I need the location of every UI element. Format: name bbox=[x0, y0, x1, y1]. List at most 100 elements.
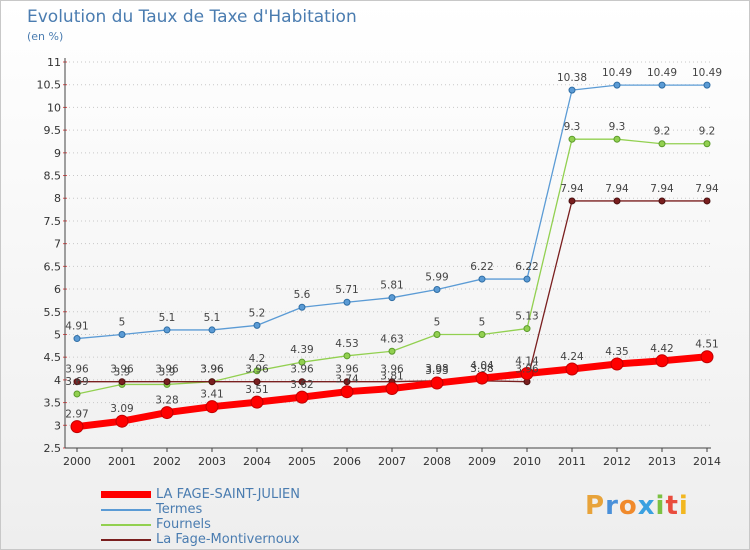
data-point bbox=[298, 378, 306, 386]
data-label: 10.49 bbox=[692, 67, 722, 79]
data-label: 3.96 bbox=[245, 364, 269, 376]
data-label: 10.49 bbox=[602, 67, 632, 79]
data-point bbox=[523, 325, 531, 333]
y-tick-label: 7.5 bbox=[44, 215, 62, 228]
data-label: 5 bbox=[119, 316, 126, 328]
data-point bbox=[565, 362, 579, 376]
data-label: 4.42 bbox=[650, 343, 673, 355]
legend-label: LA FAGE-SAINT-JULIEN bbox=[156, 487, 300, 502]
data-point bbox=[340, 385, 354, 399]
data-label: 4.2 bbox=[249, 353, 266, 365]
data-point bbox=[433, 330, 441, 338]
data-point bbox=[478, 330, 486, 338]
data-label: 3.96 bbox=[65, 364, 89, 376]
data-label: 4.04 bbox=[470, 360, 494, 372]
data-label: 5.99 bbox=[425, 272, 448, 284]
data-point bbox=[655, 354, 669, 368]
data-point bbox=[115, 414, 129, 428]
data-label: 5.71 bbox=[335, 284, 358, 296]
y-tick-label: 3.5 bbox=[44, 397, 62, 410]
data-label: 3.96 bbox=[155, 364, 179, 376]
data-label: 9.3 bbox=[609, 121, 626, 133]
data-label: 5.13 bbox=[515, 311, 538, 323]
data-label: 5.2 bbox=[249, 307, 266, 319]
y-tick-label: 4.5 bbox=[44, 351, 62, 364]
data-label: 3.81 bbox=[380, 371, 403, 383]
data-point bbox=[385, 382, 399, 396]
data-point bbox=[73, 335, 81, 343]
x-tick-label: 2000 bbox=[63, 455, 91, 468]
data-label: 3.96 bbox=[380, 364, 404, 376]
data-point bbox=[343, 298, 351, 306]
y-tick-label: 5.5 bbox=[44, 306, 62, 319]
data-label: 4.35 bbox=[605, 346, 628, 358]
data-label: 9.2 bbox=[699, 126, 716, 138]
data-label: 3.62 bbox=[290, 379, 313, 391]
series-lines bbox=[70, 81, 714, 434]
data-label: 3.96 bbox=[290, 364, 314, 376]
data-label: 9.3 bbox=[564, 121, 581, 133]
y-tick-label: 5 bbox=[54, 328, 61, 341]
data-label: 4.51 bbox=[695, 339, 718, 351]
x-tick-label: 2010 bbox=[513, 455, 541, 468]
data-label: 10.49 bbox=[647, 67, 677, 79]
data-label: 7.94 bbox=[650, 183, 674, 195]
data-point bbox=[568, 135, 576, 143]
data-label: 4.63 bbox=[380, 333, 403, 345]
legend-swatch bbox=[101, 538, 151, 541]
data-point bbox=[703, 197, 711, 205]
data-point bbox=[475, 371, 489, 385]
y-tick-label: 10.5 bbox=[37, 79, 62, 92]
data-point bbox=[613, 135, 621, 143]
x-tick-label: 2001 bbox=[108, 455, 136, 468]
data-point bbox=[298, 358, 306, 366]
x-tick-label: 2011 bbox=[558, 455, 586, 468]
x-tick-label: 2006 bbox=[333, 455, 361, 468]
data-label: 5.81 bbox=[380, 280, 403, 292]
data-point bbox=[118, 378, 126, 386]
data-label: 3.96 bbox=[200, 364, 224, 376]
data-label: 3.09 bbox=[110, 403, 133, 415]
data-point bbox=[658, 197, 666, 205]
y-tick-label: 6 bbox=[54, 283, 61, 296]
data-point bbox=[388, 347, 396, 355]
legend-swatch bbox=[101, 523, 151, 526]
y-tick-label: 7 bbox=[54, 238, 61, 251]
data-label: 6.22 bbox=[515, 261, 538, 273]
data-point bbox=[73, 378, 81, 386]
data-labels: 4.91 5 5.1 5.1 5.2 5.6 5.71 5.81 5.99 6.22 6.22 10.… bbox=[65, 67, 722, 420]
y-tick-label: 8.5 bbox=[44, 170, 62, 183]
data-point bbox=[388, 294, 396, 302]
data-label: 5.1 bbox=[159, 312, 176, 324]
data-point bbox=[163, 378, 171, 386]
data-point bbox=[253, 378, 261, 386]
data-label: 3.98 bbox=[470, 363, 493, 375]
data-point bbox=[478, 275, 486, 283]
data-point bbox=[208, 326, 216, 334]
data-point bbox=[520, 367, 534, 381]
data-label: 3.96 bbox=[200, 364, 224, 376]
data-label: 3.93 bbox=[425, 365, 448, 377]
data-point bbox=[118, 330, 126, 338]
data-label: 5.1 bbox=[204, 312, 221, 324]
data-point bbox=[613, 197, 621, 205]
y-tick-label: 11 bbox=[47, 56, 61, 69]
data-point bbox=[163, 326, 171, 334]
legend-swatch bbox=[101, 491, 151, 498]
y-tick-label: 4 bbox=[54, 374, 61, 387]
data-label: 5.6 bbox=[294, 289, 311, 301]
data-label: 4.91 bbox=[65, 321, 88, 333]
data-point bbox=[523, 275, 531, 283]
y-tick-label: 10 bbox=[47, 101, 61, 114]
data-label: 2.97 bbox=[65, 409, 88, 421]
data-point bbox=[610, 357, 624, 371]
data-point bbox=[298, 303, 306, 311]
data-point bbox=[160, 406, 174, 420]
data-label: 3.96 bbox=[335, 364, 359, 376]
data-point bbox=[433, 286, 441, 294]
legend-label: Fournels bbox=[156, 517, 211, 532]
data-point bbox=[658, 81, 666, 89]
data-point bbox=[73, 390, 81, 398]
data-label: 3.28 bbox=[155, 395, 178, 407]
